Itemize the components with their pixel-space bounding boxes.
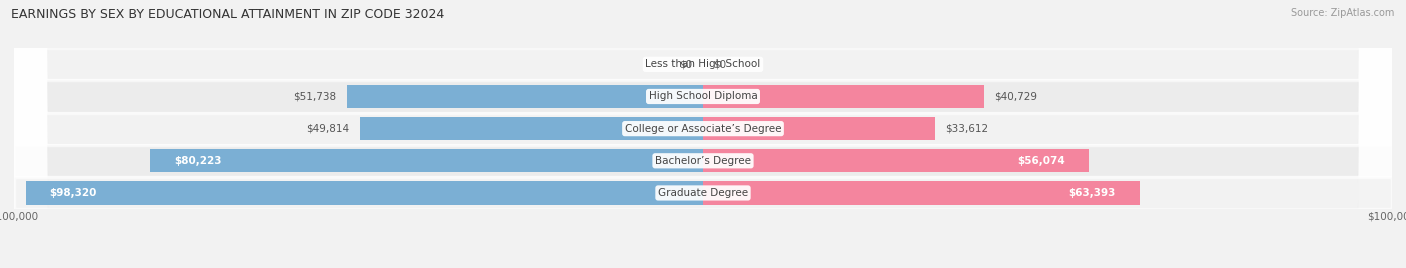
Text: $98,320: $98,320: [49, 188, 97, 198]
Bar: [360, 117, 703, 140]
FancyBboxPatch shape: [14, 0, 1392, 268]
Bar: [703, 181, 1140, 204]
Bar: [14, 80, 1392, 113]
Text: Graduate Degree: Graduate Degree: [658, 188, 748, 198]
Text: Less than High School: Less than High School: [645, 59, 761, 69]
Bar: [14, 48, 1392, 80]
Text: $0: $0: [713, 59, 727, 69]
Text: $33,612: $33,612: [945, 124, 988, 134]
Text: Source: ZipAtlas.com: Source: ZipAtlas.com: [1291, 8, 1395, 18]
Bar: [346, 85, 703, 108]
FancyBboxPatch shape: [14, 0, 1392, 268]
FancyBboxPatch shape: [14, 0, 1392, 268]
Bar: [703, 117, 935, 140]
Text: High School Diploma: High School Diploma: [648, 91, 758, 102]
FancyBboxPatch shape: [14, 0, 1392, 268]
Text: College or Associate’s Degree: College or Associate’s Degree: [624, 124, 782, 134]
Bar: [14, 113, 1392, 145]
Text: $80,223: $80,223: [174, 156, 222, 166]
Text: $49,814: $49,814: [307, 124, 350, 134]
Text: $56,074: $56,074: [1018, 156, 1066, 166]
Bar: [703, 149, 1090, 172]
Bar: [703, 85, 984, 108]
Text: $63,393: $63,393: [1069, 188, 1115, 198]
Bar: [14, 177, 1392, 209]
Text: $0: $0: [679, 59, 693, 69]
Bar: [150, 149, 703, 172]
Text: EARNINGS BY SEX BY EDUCATIONAL ATTAINMENT IN ZIP CODE 32024: EARNINGS BY SEX BY EDUCATIONAL ATTAINMEN…: [11, 8, 444, 21]
Text: $40,729: $40,729: [994, 91, 1038, 102]
Bar: [14, 145, 1392, 177]
FancyBboxPatch shape: [14, 0, 1392, 268]
Text: Bachelor’s Degree: Bachelor’s Degree: [655, 156, 751, 166]
Text: $51,738: $51,738: [292, 91, 336, 102]
Bar: [25, 181, 703, 204]
